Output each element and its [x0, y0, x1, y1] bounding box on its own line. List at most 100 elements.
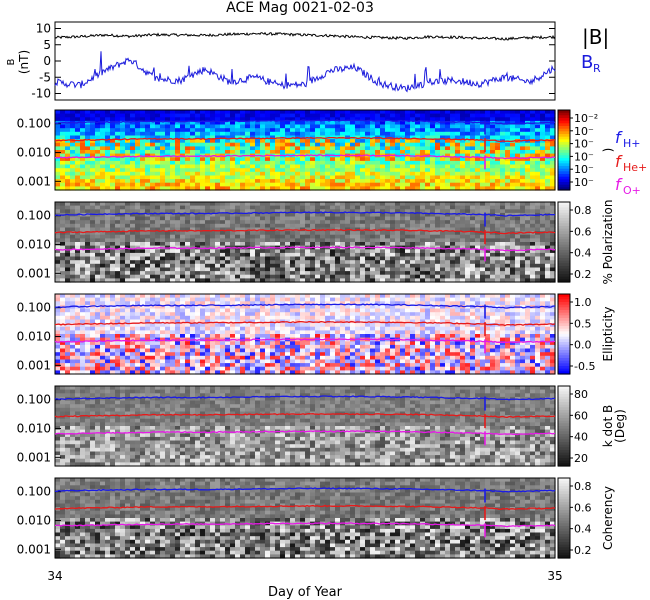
heatmap-cell [505, 171, 511, 176]
heatmap-cell [520, 227, 526, 232]
heatmap-cell [525, 160, 531, 166]
heatmap-cell [320, 238, 326, 243]
heatmap-cell [365, 242, 371, 247]
heatmap-cell [495, 245, 501, 250]
heatmap-cell [370, 131, 376, 136]
heatmap-cell [525, 278, 531, 283]
heatmap-cell [120, 245, 126, 250]
heatmap-cell [505, 179, 511, 184]
heatmap-cell [145, 252, 151, 258]
heatmap-cell [135, 363, 141, 368]
heatmap-cell [350, 124, 356, 129]
heatmap-cell [240, 113, 246, 118]
heatmap-cell [450, 146, 456, 151]
heatmap-cell [165, 220, 171, 225]
heatmap-cell [350, 168, 356, 173]
heatmap-cell [135, 120, 141, 126]
heatmap-cell [545, 220, 551, 225]
heatmap-cell [490, 227, 496, 232]
heatmap-cell [275, 128, 281, 133]
heatmap-cell [145, 326, 151, 331]
heatmap-cell [280, 186, 286, 191]
series-line-br [54, 51, 556, 93]
heatmap-cell [390, 117, 396, 122]
heatmap-cell [110, 110, 116, 115]
heatmap-cell [545, 146, 551, 151]
heatmap-cell [145, 242, 151, 247]
heatmap-cell [240, 263, 246, 268]
heatmap-cell [350, 234, 356, 239]
heatmap-cell [465, 124, 471, 129]
heatmap-cell [100, 216, 106, 221]
heatmap-cell [130, 352, 136, 357]
heatmap-cell [175, 168, 181, 173]
heatmap-cell [105, 157, 111, 162]
heatmap-cell [435, 278, 441, 283]
heatmap-cell [100, 319, 106, 324]
heatmap-cell [410, 131, 416, 136]
heatmap-cell [375, 256, 381, 261]
heatmap-cell [130, 128, 136, 133]
heatmap-cell [225, 267, 231, 272]
heatmap-cell [155, 319, 161, 324]
heatmap-cell [305, 182, 311, 187]
heatmap-cell [55, 142, 61, 147]
heatmap-cell [515, 238, 521, 243]
heatmap-cell [420, 220, 426, 225]
heatmap-cells-power_spectrum [55, 110, 556, 191]
heatmap-cell [225, 146, 231, 151]
heatmap-cell [115, 334, 121, 339]
heatmap-cell [500, 274, 506, 279]
heatmap-cell [135, 334, 141, 339]
heatmap-cell [305, 131, 311, 136]
heatmap-cell [140, 135, 146, 140]
heatmap-cell [420, 186, 426, 191]
colorbar-cell [558, 118, 570, 122]
heatmap-cell [210, 212, 216, 218]
heatmap-cell [215, 271, 221, 276]
heatmap-cell [175, 175, 181, 180]
heatmap-cell [95, 263, 101, 268]
heatmap-cell [265, 164, 271, 169]
heatmap-cell [255, 179, 261, 184]
heatmap-cell [545, 252, 551, 258]
heatmap-cell [360, 146, 366, 151]
heatmap-cell [390, 179, 396, 184]
heatmap-cell [110, 168, 116, 173]
heatmap-cell [60, 363, 66, 368]
heatmap-cell [510, 278, 516, 283]
heatmap-cell [455, 186, 461, 191]
heatmap-cell [420, 117, 426, 122]
heatmap-cell [70, 117, 76, 122]
heatmap-cell [525, 267, 531, 272]
heatmap-cell [445, 278, 451, 283]
heatmap-cell [450, 164, 456, 169]
heatmap-cell [405, 267, 411, 272]
heatmap-cell [375, 117, 381, 122]
heatmap-cell [65, 124, 71, 129]
heatmap-cell [455, 168, 461, 173]
heatmap-cell [150, 297, 156, 302]
heatmap-cell [285, 135, 291, 140]
heatmap-cell [225, 131, 231, 136]
heatmap-cell [550, 128, 556, 133]
heatmap-cell [165, 242, 171, 247]
heatmap-cell [230, 128, 236, 133]
heatmap-cell [260, 124, 266, 129]
heatmap-cell [510, 274, 516, 279]
heatmap-cell [415, 139, 421, 144]
heatmap-cell [390, 238, 396, 243]
heatmap-cell [510, 175, 516, 180]
heatmap-cell [410, 238, 416, 243]
heatmap-cell [150, 231, 156, 236]
heatmap-cell [540, 263, 546, 268]
heatmap-cell [330, 249, 336, 254]
heatmap-cell [320, 220, 326, 225]
heatmap-cell [150, 179, 156, 184]
heatmap-cell [335, 157, 341, 162]
heatmap-cell [535, 135, 541, 140]
heatmap-cell [180, 168, 186, 173]
heatmap-cell [310, 216, 316, 221]
heatmap-cell [110, 113, 116, 118]
